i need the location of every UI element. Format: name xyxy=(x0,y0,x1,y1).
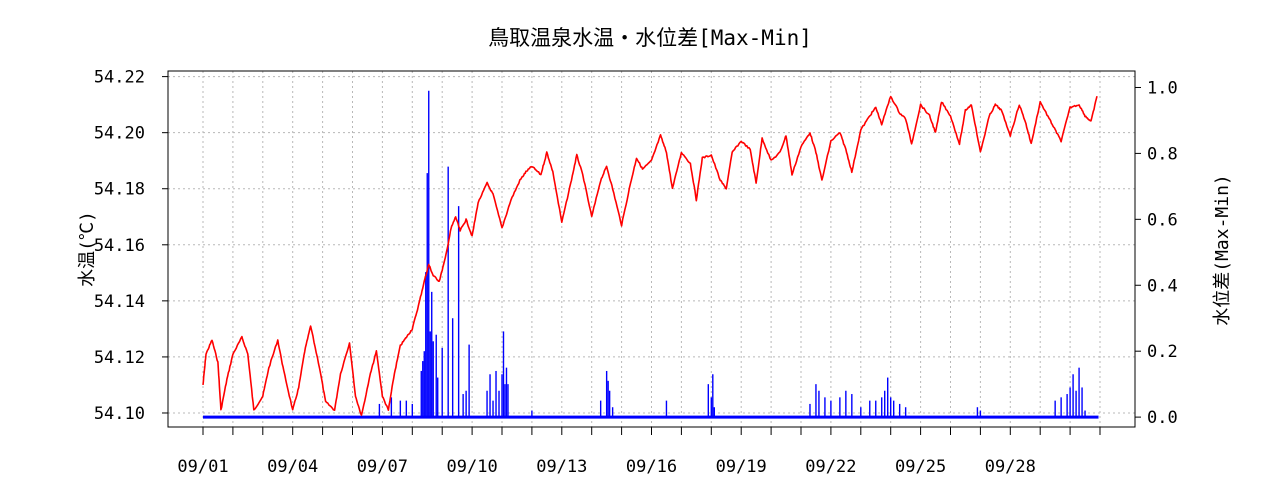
chart-title: 鳥取温泉水温・水位差[Max-Min] xyxy=(488,26,812,50)
left-axis-title: 水温(℃) xyxy=(77,211,98,287)
x-tick-label: 09/01 xyxy=(177,457,228,477)
right-tick-label: 0.2 xyxy=(1147,342,1178,362)
right-axis-title: 水位差(Max-Min) xyxy=(1212,174,1233,326)
x-tick-label: 09/19 xyxy=(716,457,767,477)
left-tick-label: 54.22 xyxy=(94,68,145,88)
level-diff-baseline xyxy=(203,415,1099,419)
water-temperature-line xyxy=(202,95,1098,416)
right-tick-label: 0.4 xyxy=(1147,276,1178,296)
left-tick-label: 54.18 xyxy=(94,180,145,200)
right-axis: 0.0 0.2 0.4 0.6 0.8 1.0 xyxy=(1135,78,1178,428)
left-tick-label: 54.10 xyxy=(94,404,145,424)
right-tick-label: 0.8 xyxy=(1147,144,1178,164)
left-axis: 54.10 54.12 54.14 54.16 54.18 54.20 54.22 xyxy=(94,68,168,424)
x-axis: 09/01 09/04 09/07 09/10 09/13 09/16 09/19 09/22… xyxy=(177,427,1101,477)
left-tick-label: 54.20 xyxy=(94,124,145,144)
series-water-temperature xyxy=(202,95,1098,416)
left-tick-label: 54.12 xyxy=(94,348,145,368)
x-tick-label: 09/28 xyxy=(985,457,1036,477)
right-tick-label: 1.0 xyxy=(1147,78,1178,98)
x-tick-label: 09/25 xyxy=(895,457,946,477)
left-tick-label: 54.16 xyxy=(94,236,145,256)
plot-frame xyxy=(167,70,1136,428)
x-tick-label: 09/10 xyxy=(447,457,498,477)
left-tick-label: 54.14 xyxy=(94,292,145,312)
x-tick-label: 09/13 xyxy=(536,457,587,477)
right-tick-label: 0.0 xyxy=(1147,408,1178,428)
series-water-level-diff xyxy=(203,90,1099,419)
grid xyxy=(168,71,1135,427)
x-tick-label: 09/16 xyxy=(626,457,677,477)
x-tick-label: 09/04 xyxy=(267,457,318,477)
x-tick-label: 09/07 xyxy=(357,457,408,477)
right-tick-label: 0.6 xyxy=(1147,210,1178,230)
x-tick-label: 09/22 xyxy=(805,457,856,477)
